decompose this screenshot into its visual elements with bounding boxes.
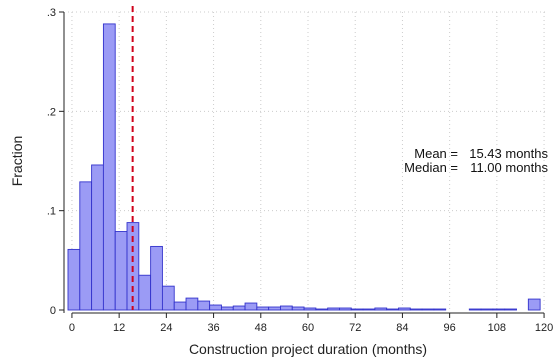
x-tick-label-8: 96 [444, 322, 456, 334]
x-tick-label-0: 0 [69, 322, 75, 334]
histogram-bar-31 [433, 308, 447, 311]
histogram-bar-6 [138, 274, 152, 311]
histogram-bar-0 [67, 248, 81, 311]
histogram-bar-10 [185, 297, 199, 311]
histogram-bar-19 [291, 306, 305, 311]
x-tick-label-3: 36 [207, 322, 219, 334]
histogram-bar-1 [79, 181, 93, 311]
histogram-bar-27 [386, 308, 399, 311]
x-tick-label-4: 48 [255, 322, 267, 334]
x-ticks: 0 12 24 36 48 60 72 84 96 108 120 [69, 313, 553, 334]
x-tick-label-2: 24 [160, 322, 172, 334]
y-ticks: 0 .1 .2 .3 [47, 7, 64, 317]
histogram-bar-13 [220, 306, 234, 311]
x-tick-label-6: 72 [349, 322, 361, 334]
histogram-bar-21 [315, 308, 329, 311]
y-tick-label-3: .3 [47, 7, 56, 19]
histogram-bar-2 [91, 164, 104, 311]
histogram-bar-22 [327, 307, 340, 311]
histogram-bar-11 [197, 300, 211, 311]
y-tick-label-2: .2 [47, 106, 56, 118]
y-tick-label-1: .1 [47, 206, 56, 218]
histogram-bar-8 [161, 285, 175, 311]
x-tick-label-10: 120 [535, 322, 553, 334]
x-tick-label-1: 12 [113, 322, 125, 334]
histogram-bar-37 [504, 308, 517, 311]
histogram-bar-26 [374, 307, 388, 311]
histogram-bar-34 [468, 308, 482, 311]
histogram-bar-24 [350, 308, 364, 311]
stats-annotation: Mean = 15.43 months Median = 11.00 month… [404, 146, 548, 175]
histogram-bar-30 [421, 308, 435, 311]
median-label: Median = [404, 160, 458, 175]
histogram-bar-3 [102, 23, 116, 311]
histogram-bar-7 [150, 245, 163, 311]
histogram-bar-9 [173, 301, 187, 311]
histogram-bar-23 [339, 307, 352, 311]
x-tick-label-9: 108 [488, 322, 506, 334]
histogram-bar-36 [492, 308, 506, 311]
histogram-bar-17 [268, 306, 281, 311]
x-tick-label-7: 84 [396, 322, 408, 334]
histogram-bar-35 [480, 308, 494, 311]
histogram-bar-16 [256, 306, 270, 311]
histogram-bar-4 [114, 231, 128, 311]
x-tick-label-5: 60 [302, 322, 314, 334]
histogram-bar-18 [280, 305, 293, 311]
histogram-bar-20 [303, 307, 317, 311]
y-tick-label-0: 0 [50, 305, 56, 317]
histogram-bar-39 [527, 298, 541, 311]
x-axis-title: Construction project duration (months) [189, 341, 427, 357]
mean-value: 15.43 months [469, 146, 548, 161]
histogram-bar-25 [362, 308, 376, 311]
median-value: 11.00 months [470, 160, 548, 175]
y-axis-title: Fraction [9, 136, 25, 187]
histogram-bar-14 [232, 305, 246, 311]
mean-label: Mean = [414, 146, 458, 161]
histogram-bar-28 [398, 307, 411, 311]
histogram-bar-15 [244, 302, 258, 311]
histogram-bar-29 [409, 308, 423, 311]
histogram-bar-12 [209, 304, 222, 311]
